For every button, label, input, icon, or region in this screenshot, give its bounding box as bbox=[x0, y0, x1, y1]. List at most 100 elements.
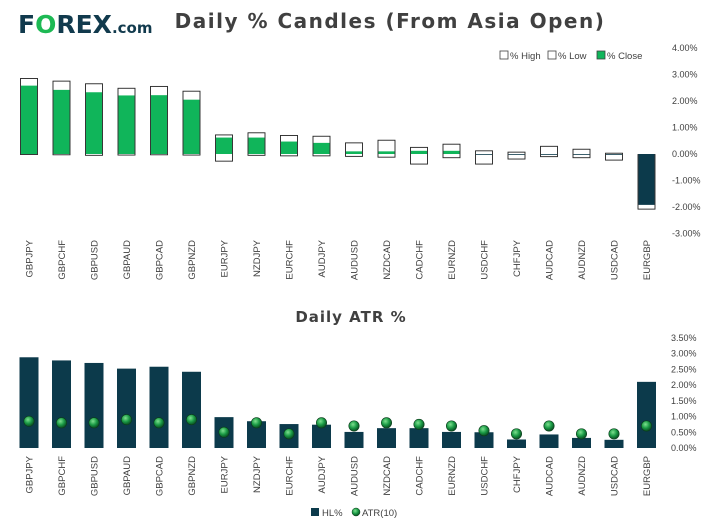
chart1-category-label: CADCHF bbox=[415, 240, 426, 280]
atr-marker bbox=[478, 425, 490, 437]
chart2-category-label: EURJPY bbox=[220, 455, 231, 493]
chart1-ytick-label: 1.00% bbox=[672, 123, 698, 133]
chart1-category-label: AUDJPY bbox=[317, 239, 328, 277]
candle-close-bar bbox=[86, 92, 102, 154]
chart1-ytick-label: 4.00% bbox=[672, 43, 698, 53]
chart2-ytick-label: 3.00% bbox=[671, 349, 697, 359]
logo-text: FOREX.com bbox=[18, 10, 152, 39]
chart1-category-label: AUDCAD bbox=[545, 240, 556, 280]
chart1-legend-label: % Close bbox=[607, 51, 642, 62]
atr-marker bbox=[23, 415, 35, 427]
chart1-legend-label: % Low bbox=[558, 51, 587, 62]
chart1-category-label: GBPCAD bbox=[155, 240, 166, 280]
chart2-category-label: GBPCHF bbox=[57, 456, 68, 496]
candle-close-bar bbox=[151, 95, 167, 154]
chart2-category-label: AUDJPY bbox=[317, 455, 328, 493]
chart2-category-label: USDCHF bbox=[480, 456, 491, 496]
logo-suffix: .com bbox=[112, 19, 153, 37]
candle-close-bar bbox=[313, 142, 330, 154]
atr-marker bbox=[640, 420, 652, 432]
candle-close-bar bbox=[508, 154, 525, 155]
chart1-category-label: AUDNZD bbox=[577, 240, 588, 280]
chart1-category-label: EURJPY bbox=[220, 239, 231, 277]
atr-marker bbox=[283, 428, 295, 440]
chart1-category-label: GBPNZD bbox=[187, 240, 198, 280]
chart2-legend-label: HL% bbox=[322, 508, 343, 519]
chart1-category-label: EURGBP bbox=[642, 240, 653, 280]
chart1-category-label: AUDUSD bbox=[350, 240, 361, 280]
hl-bar bbox=[637, 381, 656, 448]
candle-range-bar bbox=[345, 142, 363, 157]
candle-close-bar bbox=[216, 137, 232, 154]
candle-close-bar bbox=[541, 154, 557, 155]
chart2-category-label: GBPNZD bbox=[187, 456, 198, 496]
chart2-category-label: GBPJPY bbox=[25, 455, 36, 493]
hl-bar bbox=[117, 368, 136, 448]
chart1-category-label: GBPUSD bbox=[90, 240, 101, 280]
chart1-ytick-label: 3.00% bbox=[672, 70, 698, 80]
hl-bar bbox=[572, 437, 591, 448]
chart1-category-label: GBPCHF bbox=[57, 240, 68, 280]
chart1-category-label: CHFJPY bbox=[512, 239, 523, 277]
atr-marker bbox=[608, 428, 620, 440]
chart2-ytick-label: 2.00% bbox=[671, 380, 697, 390]
chart1-category-label: GBPJPY bbox=[25, 239, 36, 277]
atr-marker bbox=[510, 428, 522, 440]
chart2-category-label: NZDCAD bbox=[382, 456, 393, 496]
candle-close-bar bbox=[346, 151, 362, 154]
chart1-legend-swatch bbox=[596, 50, 606, 60]
chart2-category-label: EURGBP bbox=[642, 456, 653, 496]
chart1-category-label: GBPAUD bbox=[122, 240, 133, 280]
candle-range-bar bbox=[605, 152, 623, 161]
chart1-category-label: USDCAD bbox=[610, 240, 621, 280]
chart1-ytick-label: -3.00% bbox=[672, 229, 701, 239]
chart2-ytick-label: 0.50% bbox=[671, 427, 697, 437]
hl-bar bbox=[247, 421, 266, 448]
hl-bar bbox=[377, 428, 396, 448]
candle-close-bar bbox=[606, 154, 622, 155]
chart1-legend-swatch bbox=[499, 50, 509, 60]
atr-marker bbox=[153, 417, 165, 429]
candle-close-bar bbox=[573, 154, 590, 155]
atr-marker bbox=[445, 420, 457, 432]
chart2-legend-swatch-atr bbox=[351, 507, 361, 517]
atr-marker bbox=[121, 414, 133, 426]
candle-close-bar bbox=[118, 95, 135, 154]
chart2-category-label: GBPCAD bbox=[155, 456, 166, 496]
chart2-ytick-label: 0.00% bbox=[671, 443, 697, 453]
candle-close-bar bbox=[281, 141, 297, 154]
candle-close-bar bbox=[248, 137, 265, 154]
hl-bar bbox=[507, 439, 526, 448]
atr-marker bbox=[413, 418, 425, 430]
hl-bar bbox=[84, 362, 104, 448]
chart2-category-label: USDCAD bbox=[610, 456, 621, 496]
logo-letters-rex: REX bbox=[56, 10, 112, 39]
atr-marker bbox=[543, 420, 555, 432]
chart1-category-label: NZDJPY bbox=[252, 239, 263, 277]
logo-letter-o: O bbox=[35, 10, 56, 39]
atr-marker bbox=[88, 417, 100, 429]
candle-range-bar bbox=[572, 148, 591, 159]
chart2-category-label: AUDNZD bbox=[577, 456, 588, 496]
chart1-ytick-label: 2.00% bbox=[672, 96, 698, 106]
chart2-category-label: AUDUSD bbox=[350, 456, 361, 496]
chart2-category-label: EURCHF bbox=[285, 456, 296, 496]
candle-close-bar bbox=[21, 85, 37, 154]
hl-bar bbox=[539, 434, 559, 448]
candle-range-bar bbox=[540, 145, 558, 158]
candle-close-bar bbox=[476, 154, 492, 155]
chart2-category-label: CHFJPY bbox=[512, 455, 523, 493]
candle-range-bar bbox=[377, 139, 396, 158]
hl-bar bbox=[312, 424, 331, 448]
atr-marker bbox=[251, 417, 263, 429]
chart2-category-label: AUDCAD bbox=[545, 456, 556, 496]
atr-marker bbox=[575, 428, 587, 440]
candle-close-bar bbox=[638, 154, 655, 205]
chart1-legend-label: % High bbox=[510, 51, 541, 62]
chart2-legend-label: ATR(10) bbox=[362, 508, 397, 519]
candle-close-bar bbox=[411, 150, 427, 154]
hl-bar bbox=[442, 431, 461, 448]
atr-marker bbox=[315, 417, 327, 429]
